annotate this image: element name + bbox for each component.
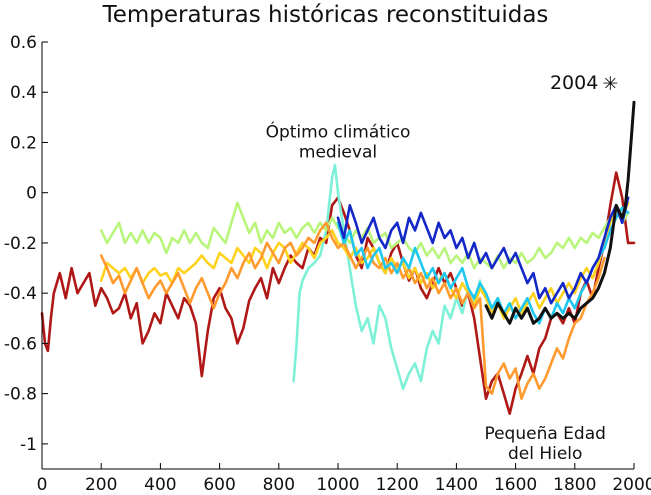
y-tick-label: 0 <box>26 184 37 204</box>
series-line-5 <box>99 221 606 400</box>
annotation-layer: Óptimo climático medieval Pequeña Edad del … <box>266 72 619 464</box>
asterisk-marker-icon: ✳ <box>602 73 618 95</box>
y-tick-label: 0.4 <box>10 83 37 103</box>
x-tick-label: 1400 <box>435 475 478 495</box>
annotation-2004-label: 2004 <box>550 72 598 94</box>
annotation-line: Óptimo climático <box>266 120 411 142</box>
y-tick-label: 0.6 <box>10 33 37 53</box>
series-line-6 <box>336 206 630 325</box>
x-tick-label: 0 <box>37 475 48 495</box>
axes-layer: 0 200 400 600 800 1000 1200 1400 1600 1800 2000 -1 -… <box>4 33 651 495</box>
series-layer <box>40 100 636 415</box>
series-line-3 <box>99 201 630 270</box>
y-tick-label: -1 <box>20 435 37 455</box>
x-tick-label: 1000 <box>316 475 359 495</box>
y-tick-label: 0.2 <box>10 133 37 153</box>
y-tick-label: -0.8 <box>4 385 37 405</box>
x-tick-label: 2000 <box>612 475 651 495</box>
annotation-1: Óptimo climático medieval <box>266 120 411 162</box>
chart-title: Temperaturas históricas reconstituidas <box>102 2 549 28</box>
x-tick-label: 1600 <box>494 475 537 495</box>
annotation-line: Pequeña Edad <box>484 424 605 444</box>
series-line-7 <box>336 196 630 305</box>
y-tick-label: -0.4 <box>4 284 37 304</box>
annotation-2: Pequeña Edad del Hielo <box>484 424 605 464</box>
annotation-line: del Hielo <box>508 444 582 464</box>
x-tick-label: 200 <box>85 475 117 495</box>
x-tick-label: 1800 <box>553 475 596 495</box>
annotation-line: medieval <box>299 142 377 162</box>
x-tick-label: 400 <box>144 475 176 495</box>
x-tick-label: 800 <box>263 475 295 495</box>
x-tick-label: 600 <box>203 475 235 495</box>
series-line-2 <box>292 163 482 390</box>
series-line-8 <box>484 100 636 325</box>
y-tick-label: -0.2 <box>4 234 37 254</box>
y-tick-label: -0.6 <box>4 334 37 354</box>
x-tick-label: 1200 <box>376 475 419 495</box>
